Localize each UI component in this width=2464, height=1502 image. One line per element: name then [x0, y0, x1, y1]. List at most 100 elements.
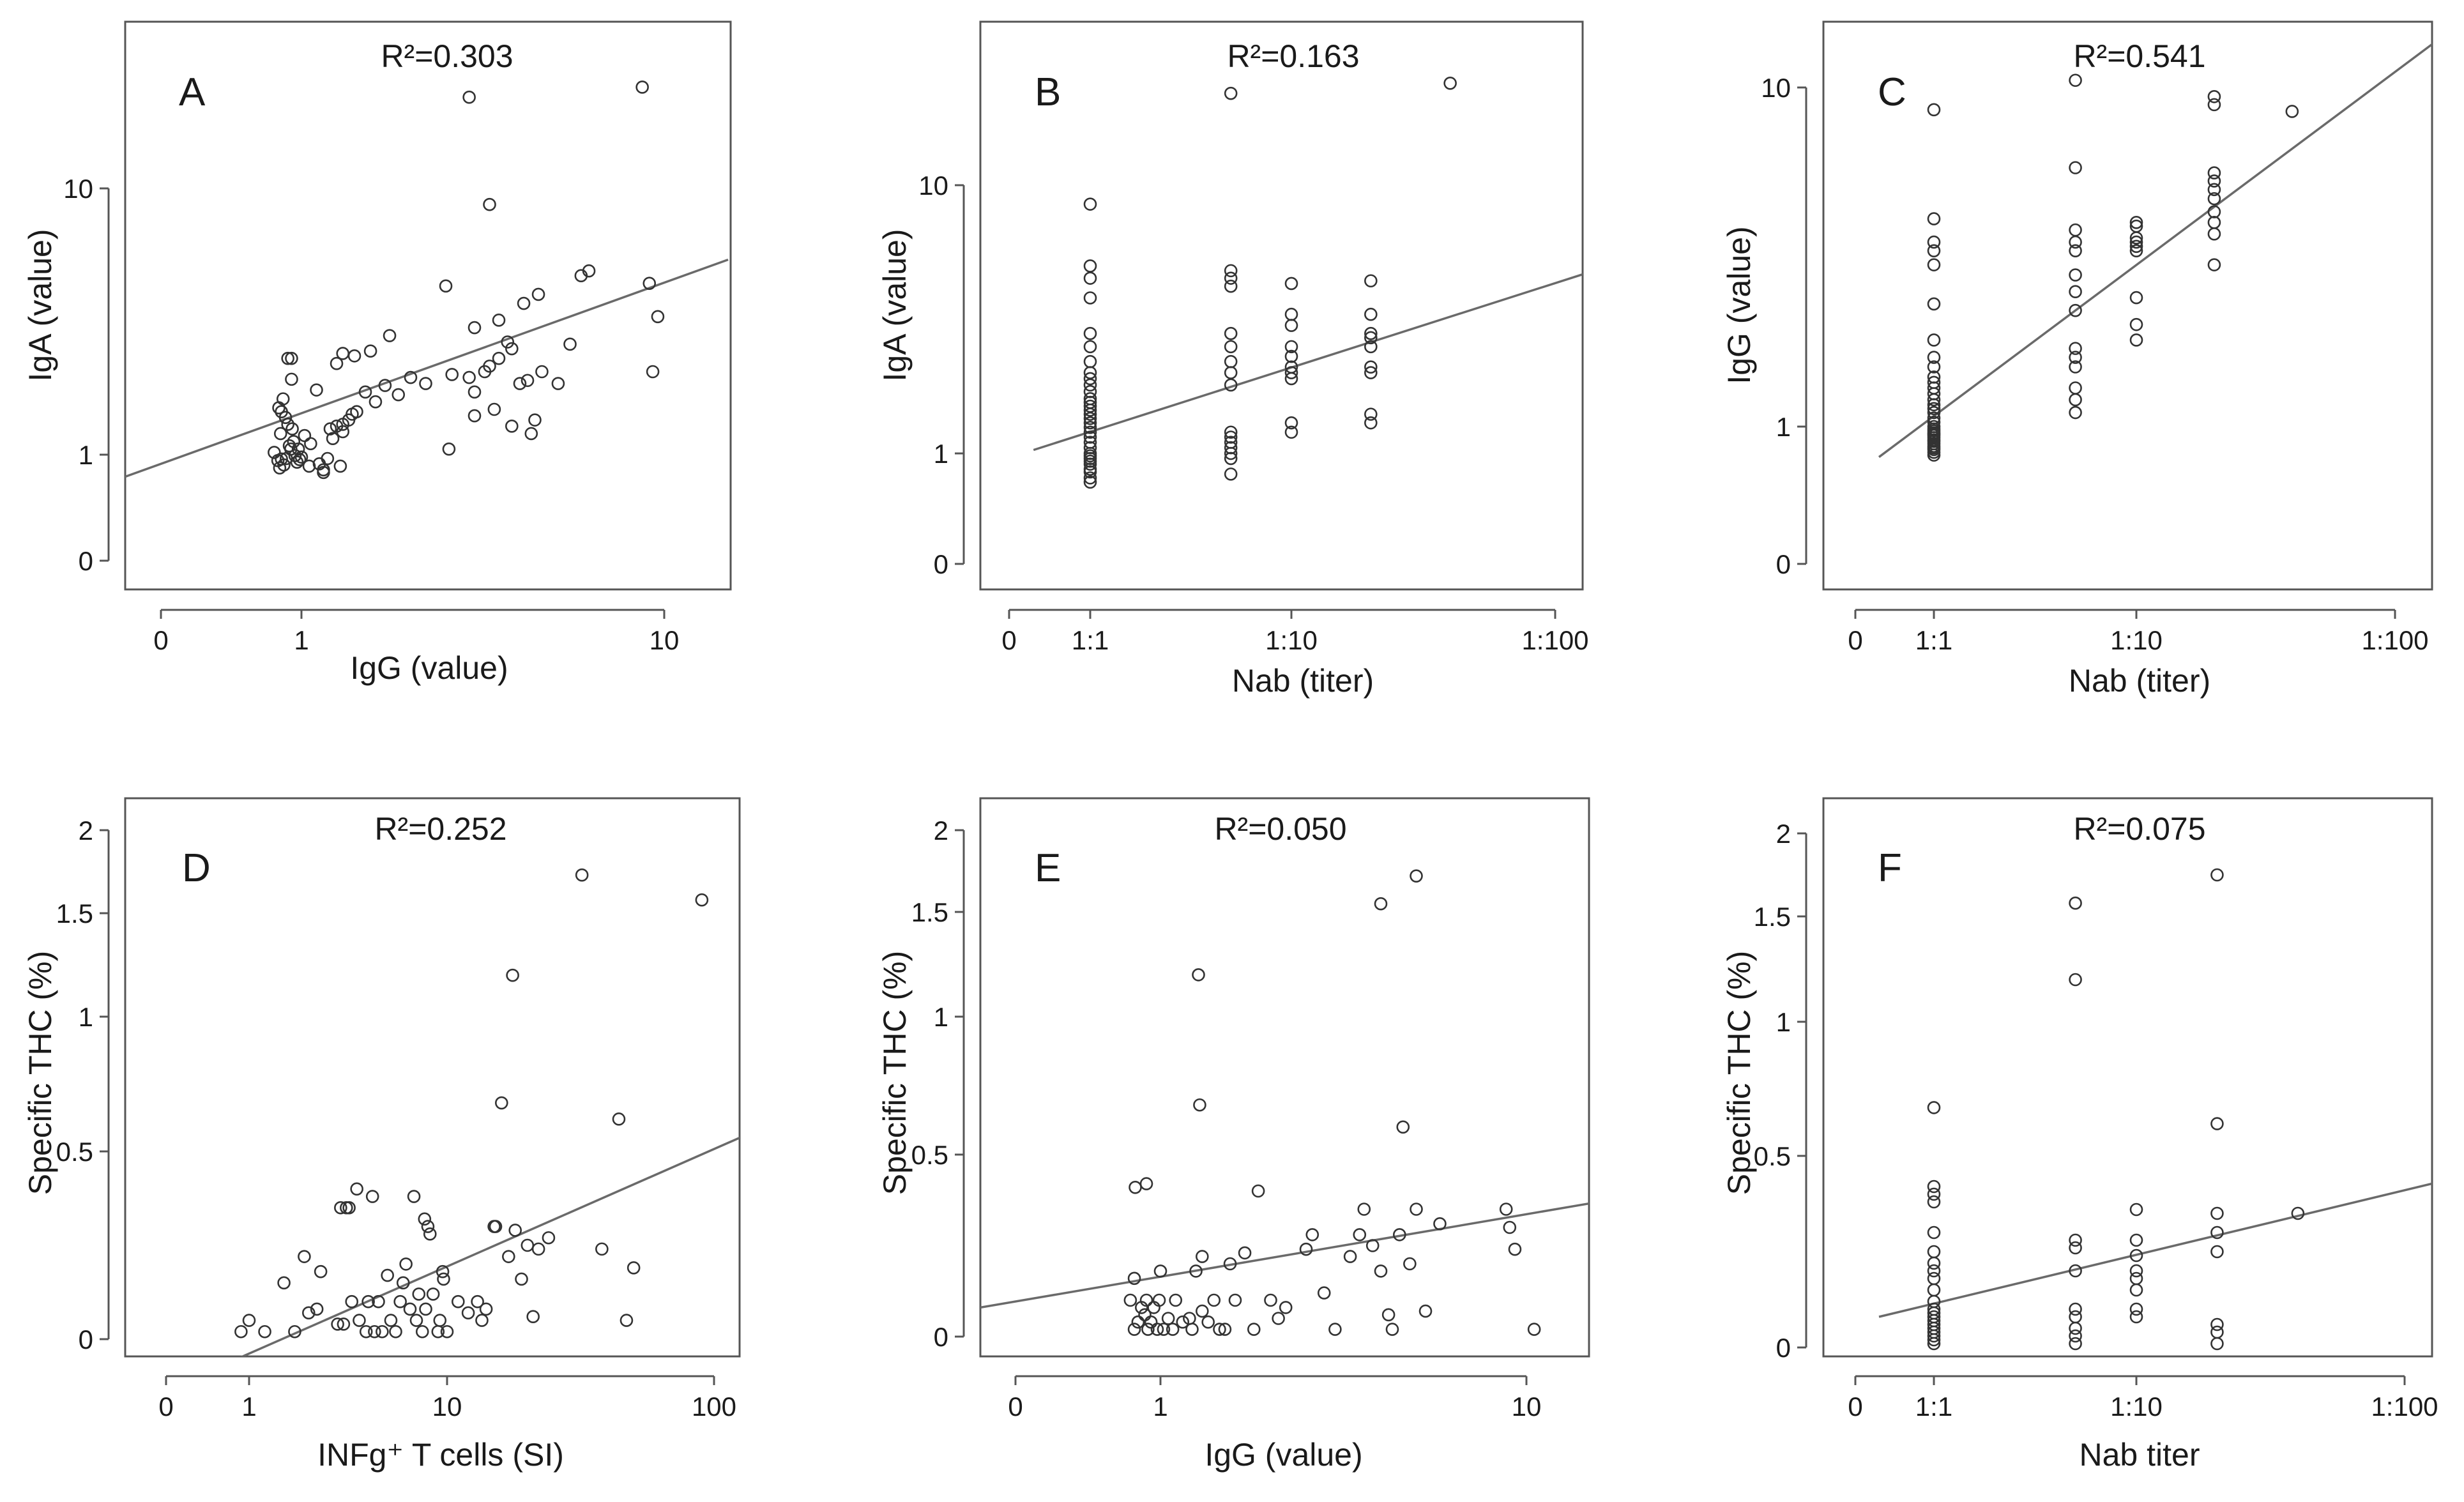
data-point: [521, 1238, 535, 1252]
data-point: [436, 1264, 450, 1278]
data-point: [2069, 223, 2082, 237]
data-point: [542, 1231, 556, 1245]
x-tick-label: 1: [1153, 1392, 1167, 1422]
data-point: [1224, 326, 1238, 340]
data-point: [2129, 244, 2143, 257]
data-point: [582, 264, 596, 278]
data-point: [563, 337, 577, 351]
data-point: [268, 446, 281, 459]
data-point: [1224, 354, 1238, 368]
data-point: [2069, 285, 2082, 298]
data-point: [1317, 1286, 1331, 1300]
data-point: [1927, 1225, 1941, 1240]
data-point: [1218, 1323, 1232, 1336]
data-point: [2069, 1302, 2082, 1316]
data-point: [487, 402, 501, 416]
data-point: [2129, 1283, 2143, 1297]
data-point: [426, 1287, 440, 1301]
data-point: [442, 442, 456, 456]
data-point: [433, 1314, 447, 1327]
data-point: [334, 1201, 347, 1215]
data-point: [1166, 1323, 1180, 1336]
data-point: [2129, 291, 2143, 305]
data-point: [314, 1264, 328, 1278]
data-point: [423, 1227, 437, 1241]
data-point: [1284, 277, 1298, 291]
data-point: [462, 90, 476, 104]
data-point: [1443, 77, 1457, 90]
data-point: [479, 1302, 493, 1316]
data-point: [2069, 351, 2082, 364]
data-point: [468, 321, 482, 335]
data-point: [452, 1294, 465, 1309]
data-point: [418, 1212, 432, 1226]
data-point: [376, 1324, 389, 1339]
data-point: [528, 413, 542, 427]
data-point: [526, 1310, 540, 1324]
data-point: [345, 1294, 359, 1309]
data-point: [331, 1317, 344, 1331]
y-tick-label: 1: [1776, 412, 1791, 442]
data-point: [1224, 271, 1238, 285]
y-tick-label: 1: [934, 1002, 948, 1032]
data-point: [1364, 307, 1378, 321]
x-tick-label: 1:100: [2361, 625, 2428, 655]
data-point: [1927, 376, 1941, 390]
data-point: [492, 314, 506, 327]
y-tick-label: 0: [934, 1322, 948, 1352]
y-tick-label: 0: [79, 1324, 93, 1354]
data-point: [363, 344, 377, 358]
data-point: [1169, 1293, 1183, 1307]
data-point: [281, 418, 294, 431]
data-point: [2069, 896, 2082, 910]
data-point: [1224, 441, 1238, 455]
data-point: [372, 1294, 385, 1309]
data-point: [1284, 340, 1298, 354]
data-point: [258, 1324, 271, 1339]
y-tick-label: 2: [79, 815, 93, 846]
data-point: [1927, 360, 1941, 374]
data-point: [508, 1224, 522, 1237]
data-point: [1927, 1271, 1941, 1286]
data-point: [330, 356, 344, 370]
data-point: [1927, 1187, 1941, 1201]
data-point: [277, 1276, 291, 1290]
regression-line: [1033, 273, 1583, 451]
data-point: [1927, 406, 1941, 420]
y-tick-label: 2: [934, 815, 948, 846]
regression-line: [240, 1136, 740, 1356]
data-point: [2069, 161, 2082, 174]
y-tick-label: 1: [79, 1002, 93, 1032]
plot-frame: [124, 20, 732, 591]
data-point: [1193, 1098, 1206, 1112]
data-point: [2069, 303, 2082, 317]
data-point: [483, 360, 496, 373]
data-point: [1083, 475, 1097, 489]
data-point: [1139, 1293, 1153, 1307]
data-point: [1328, 1323, 1342, 1336]
data-point: [627, 1261, 641, 1275]
data-point: [2207, 258, 2221, 271]
panel-c: 0 1:1 1:10 1:100 0 1 10 C R²=0.541 Nab (titer) IgG…: [1721, 20, 2433, 699]
data-point: [2069, 1264, 2082, 1278]
data-point: [1927, 1283, 1941, 1297]
data-point: [1284, 360, 1298, 374]
data-point: [1083, 326, 1097, 340]
data-point: [2210, 1117, 2224, 1130]
data-point: [1083, 425, 1097, 439]
data-point: [462, 370, 476, 384]
data-point: [393, 1294, 407, 1309]
data-point: [1195, 1304, 1209, 1318]
x-tick-label: 0: [158, 1392, 173, 1422]
data-point: [505, 419, 519, 433]
data-point: [502, 1250, 515, 1263]
data-point: [288, 449, 302, 462]
data-point: [1284, 425, 1298, 439]
data-point: [1228, 1293, 1242, 1307]
data-point: [2207, 192, 2221, 206]
data-point: [468, 409, 482, 423]
data-point: [403, 1302, 417, 1316]
data-point: [1152, 1293, 1166, 1307]
data-point: [2069, 381, 2082, 395]
x-tick-label: 1:10: [1265, 625, 1318, 655]
